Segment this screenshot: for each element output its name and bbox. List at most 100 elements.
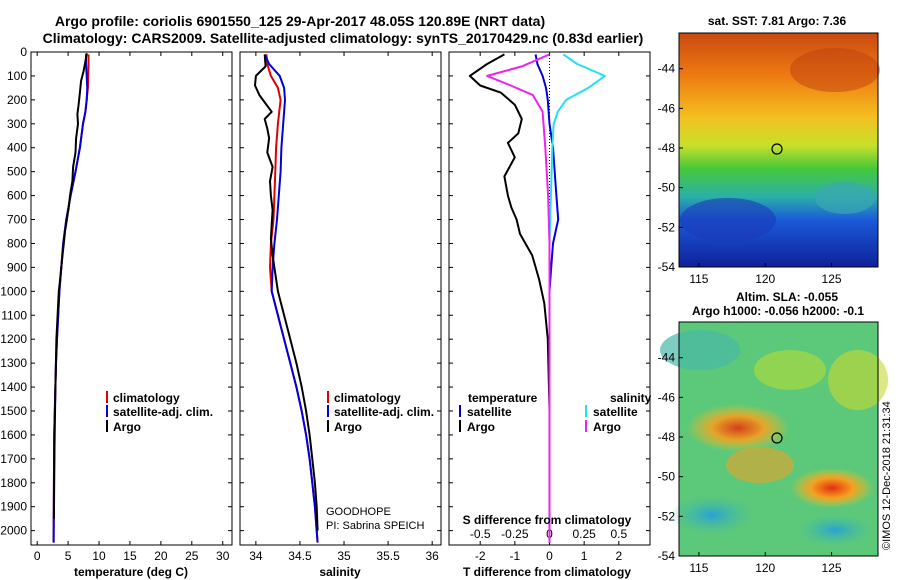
x-tick-label: 34 bbox=[249, 549, 263, 563]
depth-tick-label: 0 bbox=[20, 45, 27, 59]
longitude-tick-label: 120 bbox=[755, 561, 775, 575]
depth-tick-label: 200 bbox=[7, 93, 27, 107]
depth-tick-label: 1800 bbox=[0, 476, 27, 490]
sla-positive-anomaly bbox=[790, 468, 874, 508]
t-difference-axis: -2 -1 0 1 2 bbox=[475, 52, 622, 563]
difference-profiles bbox=[468, 53, 606, 543]
longitude-tick-label: 115 bbox=[689, 561, 708, 575]
legend-climatology: climatology bbox=[334, 391, 401, 405]
s-tick-label: -0.25 bbox=[501, 527, 529, 541]
s-tick-label: -0.5 bbox=[470, 527, 491, 541]
legend-s-satellite: satellite bbox=[593, 405, 638, 419]
legend-t-satellite: satellite bbox=[467, 405, 512, 419]
title-line-1: Argo profile: coriolis 6901550_125 29-Ap… bbox=[55, 13, 545, 29]
x-tick-label: 0 bbox=[34, 549, 41, 563]
legend-satellite-adj: satellite-adj. clim. bbox=[113, 405, 213, 419]
depth-tick-label: 700 bbox=[7, 213, 27, 227]
depth-tick-label: 300 bbox=[7, 117, 27, 131]
sla-patch bbox=[726, 447, 794, 483]
latitude-tick-label: -50 bbox=[658, 470, 676, 484]
depth-tick-label: 1300 bbox=[0, 356, 27, 370]
difference-depth-ticks bbox=[449, 51, 650, 532]
series-line-salinity-argo bbox=[486, 53, 551, 543]
x-tick-label: 25 bbox=[185, 549, 199, 563]
sla-map-panel: Altim. SLA: -0.055 Argo h1000: -0.056 h2… bbox=[658, 290, 893, 575]
depth-tick-label: 1400 bbox=[0, 380, 27, 394]
depth-tick-label: 1900 bbox=[0, 500, 27, 514]
depth-tick-label: 1100 bbox=[1, 308, 27, 322]
x-tick-label: 35 bbox=[337, 549, 351, 563]
sla-positive-anomaly bbox=[686, 404, 790, 452]
legend-climatology: climatology bbox=[113, 391, 180, 405]
salinity-axis: 34 34.5 35 35.5 36 bbox=[249, 52, 439, 563]
sst-front-patch bbox=[815, 182, 875, 214]
s-difference-axis: -0.5 -0.25 0 0.25 0.5 bbox=[470, 527, 628, 541]
argo-float-location-marker bbox=[771, 432, 783, 444]
sst-map-title: sat. SST: 7.81 Argo: 7.36 bbox=[708, 14, 847, 28]
x-tick-label: -2 bbox=[475, 549, 486, 563]
x-tick-label: 0 bbox=[546, 549, 553, 563]
sla-patch bbox=[754, 350, 826, 390]
depth-axis: 0 100 200 300 400 500 600 700 800 900 1000 1100 1200… bbox=[0, 45, 232, 538]
x-tick-label: 35.5 bbox=[376, 549, 400, 563]
depth-tick-label: 100 bbox=[7, 69, 27, 83]
imos-credit: ©IMOS 12-Dec-2018 21:31:34 bbox=[881, 401, 893, 550]
latitude-tick-label: -44 bbox=[658, 351, 676, 365]
legend-temperature-heading: temperature bbox=[468, 391, 538, 405]
depth-tick-label: 2000 bbox=[0, 524, 27, 538]
salinity-panel: 34 34.5 35 35.5 36 salinity climatology sate… bbox=[239, 51, 442, 579]
series-line-satellite-adj.-clim. bbox=[263, 53, 319, 543]
depth-tick-label: 1000 bbox=[0, 284, 27, 298]
x-tick-label: 30 bbox=[216, 549, 230, 563]
salinity-profiles bbox=[254, 53, 319, 543]
legend-argo: Argo bbox=[113, 420, 141, 434]
sst-warm-patch bbox=[790, 48, 880, 92]
sla-negative-anomaly bbox=[797, 514, 873, 546]
sla-patch bbox=[828, 350, 888, 410]
depth-tick-label: 600 bbox=[7, 189, 27, 203]
latitude-tick-label: -46 bbox=[658, 390, 676, 404]
sla-longitude-axis: 115 120 125 bbox=[689, 552, 842, 575]
s-difference-xlabel: S difference from climatology bbox=[463, 513, 632, 527]
longitude-tick-label: 125 bbox=[822, 272, 842, 286]
s-tick-label: 0.25 bbox=[572, 527, 596, 541]
sst-map-panel: sat. SST: 7.81 Argo: 7.36 115 120 125 -44 -… bbox=[658, 14, 880, 286]
legend-satellite-adj: satellite-adj. clim. bbox=[334, 405, 434, 419]
latitude-tick-label: -54 bbox=[658, 549, 676, 563]
legend-t-argo: Argo bbox=[467, 420, 495, 434]
series-line-argo bbox=[254, 54, 319, 531]
sst-cold-patch bbox=[680, 198, 776, 242]
depth-tick-label: 900 bbox=[7, 260, 27, 274]
latitude-tick-label: -44 bbox=[658, 62, 676, 76]
x-tick-label: 20 bbox=[154, 549, 168, 563]
series-line-argo bbox=[52, 53, 88, 519]
longitude-tick-label: 115 bbox=[689, 272, 708, 286]
x-tick-label: -1 bbox=[510, 549, 521, 563]
latitude-tick-label: -50 bbox=[658, 181, 676, 195]
x-tick-label: 1 bbox=[581, 549, 588, 563]
pi-label: PI: Sabrina SPEICH bbox=[326, 520, 424, 532]
sst-map-frame bbox=[678, 32, 879, 268]
temperature-plot-area bbox=[30, 51, 233, 546]
legend-argo: Argo bbox=[334, 420, 362, 434]
sla-map-frame bbox=[678, 321, 879, 557]
difference-panel: -2 -1 0 1 2 -0.5 -0.25 0 0.25 0.5 T difference f… bbox=[448, 51, 652, 579]
s-tick-label: 0.5 bbox=[610, 527, 627, 541]
x-tick-label: 15 bbox=[123, 549, 137, 563]
depth-tick-label: 1600 bbox=[0, 428, 27, 442]
x-tick-label: 34.5 bbox=[288, 549, 312, 563]
salinity-legend: climatology satellite-adj. clim. Argo bbox=[327, 391, 434, 434]
temperature-axis: 0 5 10 15 20 25 30 bbox=[34, 52, 230, 563]
latitude-tick-label: -46 bbox=[658, 101, 676, 115]
sst-longitude-axis: 115 120 125 bbox=[689, 263, 842, 286]
temperature-panel: 0100200300400500600700800900100011001200… bbox=[0, 45, 233, 579]
difference-legend: temperature satellite Argo salinity sate… bbox=[459, 391, 652, 434]
latitude-tick-label: -52 bbox=[658, 220, 676, 234]
salinity-depth-ticks bbox=[240, 51, 441, 532]
temperature-profiles bbox=[52, 53, 90, 543]
temperature-xlabel: temperature (deg C) bbox=[74, 565, 188, 579]
x-tick-label: 10 bbox=[92, 549, 106, 563]
temperature-legend: climatology satellite-adj. clim. Argo bbox=[106, 391, 213, 434]
depth-tick-label: 500 bbox=[7, 165, 27, 179]
